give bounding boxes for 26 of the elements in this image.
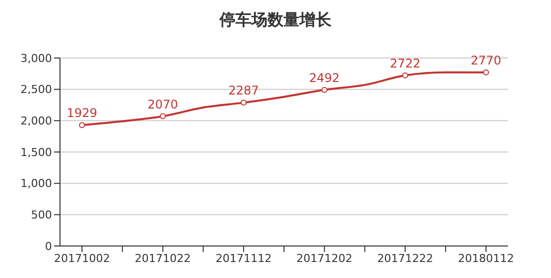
y-tick-label: 0 xyxy=(45,240,52,253)
point xyxy=(160,113,166,120)
point xyxy=(240,100,247,106)
x-tick-label: 20180112 xyxy=(458,252,514,265)
data-label: 2287 xyxy=(228,84,259,98)
x-tick-label: 20171022 xyxy=(134,252,191,265)
point xyxy=(79,122,85,128)
y-tick-label: 1,500 xyxy=(20,146,52,159)
chart-title: 停车场数量增长 xyxy=(218,9,332,31)
point xyxy=(483,69,489,76)
data-label: 2722 xyxy=(390,56,420,70)
data-label: 2770 xyxy=(470,53,502,68)
data-label: 1929 xyxy=(66,106,98,120)
y-tick-label: 3,000 xyxy=(20,52,52,65)
data-label: 2070 xyxy=(148,97,178,112)
x-tick-label: 20171112 xyxy=(216,252,272,265)
y-tick-label: 500 xyxy=(31,208,52,222)
y-tick-label: 2,000 xyxy=(20,114,52,128)
x-tick-label: 20171222 xyxy=(377,252,434,265)
y-tick-label: 2,500 xyxy=(20,83,52,96)
x-tick-label: 20171202 xyxy=(296,252,352,265)
point xyxy=(321,86,328,93)
point xyxy=(402,72,408,78)
data-label: 2492 xyxy=(309,70,340,85)
x-tick-label: 20171002 xyxy=(54,252,110,265)
y-tick-label: 1,000 xyxy=(20,177,52,190)
